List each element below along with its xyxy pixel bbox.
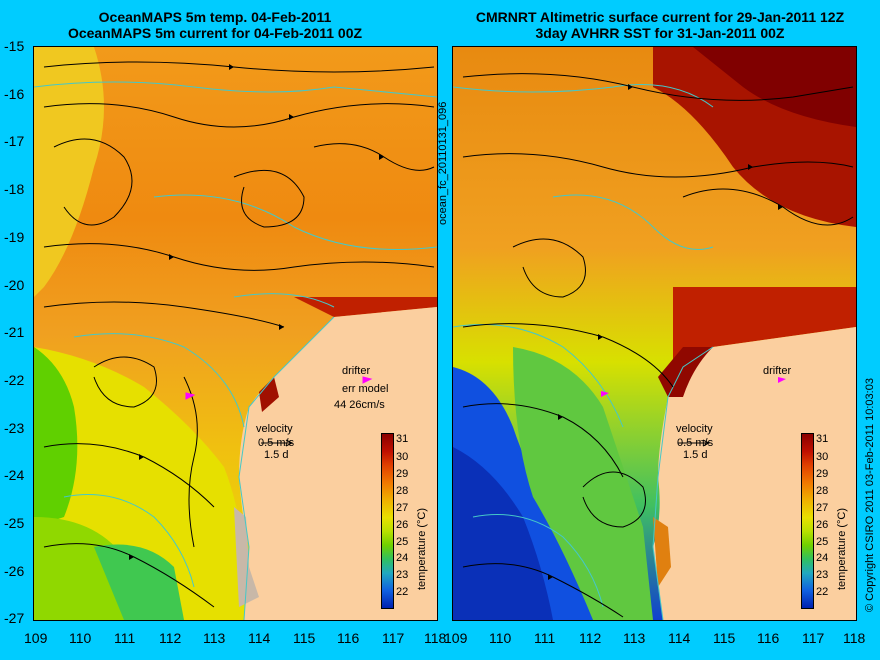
x-label: 109 [24, 630, 48, 646]
x-label: 115 [293, 630, 316, 646]
right-map-svg [453, 47, 856, 620]
y-label: -15 [4, 38, 25, 54]
x-label: 114 [668, 630, 691, 646]
colorbar-tick: 22 [396, 586, 409, 598]
colorbar-tick: 27 [396, 502, 409, 514]
left-velocity-scale: 0.5 m/s [258, 437, 295, 449]
copyright-label: © Copyright CSIRO 2011 03-Feb-2011 10:03… [864, 378, 876, 612]
y-label: -19 [4, 229, 25, 245]
left-drifter-label: drifter [342, 365, 371, 377]
x-label: 116 [337, 630, 360, 646]
x-label: 110 [489, 630, 512, 646]
left-title-line1: OceanMAPS 5m temp. 04-Feb-2011 [98, 9, 332, 25]
right-map-panel: drifter velocity 0.5 m/s 1.5 d [452, 46, 857, 621]
y-label: -23 [4, 420, 25, 436]
colorbar-tick: 25 [396, 536, 409, 548]
left-velocity-label: velocity [256, 423, 293, 435]
left-title-line2: OceanMAPS 5m current for 04-Feb-2011 00Z [67, 25, 363, 41]
x-label: 110 [69, 630, 92, 646]
x-label: 116 [757, 630, 780, 646]
y-label: -18 [4, 181, 25, 197]
x-label: 118 [424, 630, 447, 646]
right-velocity-label: velocity [676, 423, 713, 435]
y-label: -25 [4, 515, 25, 531]
colorbar-tick: 24 [396, 552, 409, 564]
right-velocity-scale: 0.5 m/s [677, 437, 714, 449]
left-title: OceanMAPS 5m temp. 04-Feb-2011 OceanMAPS… [40, 9, 390, 41]
y-label: -17 [4, 133, 25, 149]
x-label: 111 [534, 630, 556, 646]
left-colorbar [381, 433, 394, 609]
y-label: -20 [4, 277, 25, 293]
left-velocity-days: 1.5 d [264, 449, 289, 461]
colorbar-tick: 27 [816, 502, 829, 514]
y-label: -22 [4, 372, 25, 388]
x-label: 109 [444, 630, 468, 646]
x-label: 111 [114, 630, 136, 646]
right-title: CMRNRT Altimetric surface current for 29… [440, 9, 880, 41]
y-label: -26 [4, 563, 25, 579]
colorbar-tick: 23 [396, 569, 409, 581]
colorbar-tick: 29 [396, 468, 409, 480]
left-map-panel: drifter err model 44 26cm/s velocity 0.5… [33, 46, 438, 621]
colorbar-tick: 31 [816, 433, 829, 445]
x-label: 112 [579, 630, 602, 646]
left-colorbar-label: temperature (°C) [416, 507, 428, 590]
colorbar-tick: 24 [816, 552, 829, 564]
colorbar-tick: 22 [816, 586, 829, 598]
right-colorbar-label: temperature (°C) [836, 507, 848, 590]
x-label: 114 [248, 630, 271, 646]
right-velocity-days: 1.5 d [683, 449, 708, 461]
x-label: 113 [623, 630, 646, 646]
right-colorbar [801, 433, 814, 609]
y-label: -24 [4, 467, 25, 483]
colorbar-tick: 30 [396, 451, 409, 463]
colorbar-tick: 31 [396, 433, 409, 445]
x-label: 113 [203, 630, 226, 646]
drifter-marker-icon [185, 376, 373, 400]
left-map-svg [34, 47, 437, 620]
run-id-label: ocean_fc_20110131_096 [437, 101, 449, 225]
colorbar-tick: 26 [396, 519, 409, 531]
y-label: -16 [4, 86, 25, 102]
left-model-label-2: 44 26cm/s [334, 399, 385, 411]
colorbar-tick: 28 [396, 485, 409, 497]
x-label: 112 [159, 630, 182, 646]
x-label: 115 [713, 630, 736, 646]
x-label: 118 [843, 630, 866, 646]
right-title-line1: CMRNRT Altimetric surface current for 29… [475, 9, 845, 25]
colorbar-tick: 28 [816, 485, 829, 497]
y-label: -27 [4, 610, 25, 626]
y-label: -21 [4, 324, 25, 340]
x-label: 117 [802, 630, 825, 646]
colorbar-tick: 26 [816, 519, 829, 531]
right-title-line2: 3day AVHRR SST for 31-Jan-2011 00Z [535, 25, 785, 41]
colorbar-tick: 25 [816, 536, 829, 548]
colorbar-tick: 30 [816, 451, 829, 463]
right-drifter-label: drifter [763, 365, 792, 377]
colorbar-tick: 23 [816, 569, 829, 581]
colorbar-tick: 29 [816, 468, 829, 480]
x-label: 117 [382, 630, 405, 646]
left-model-label-1: err model [342, 383, 389, 395]
